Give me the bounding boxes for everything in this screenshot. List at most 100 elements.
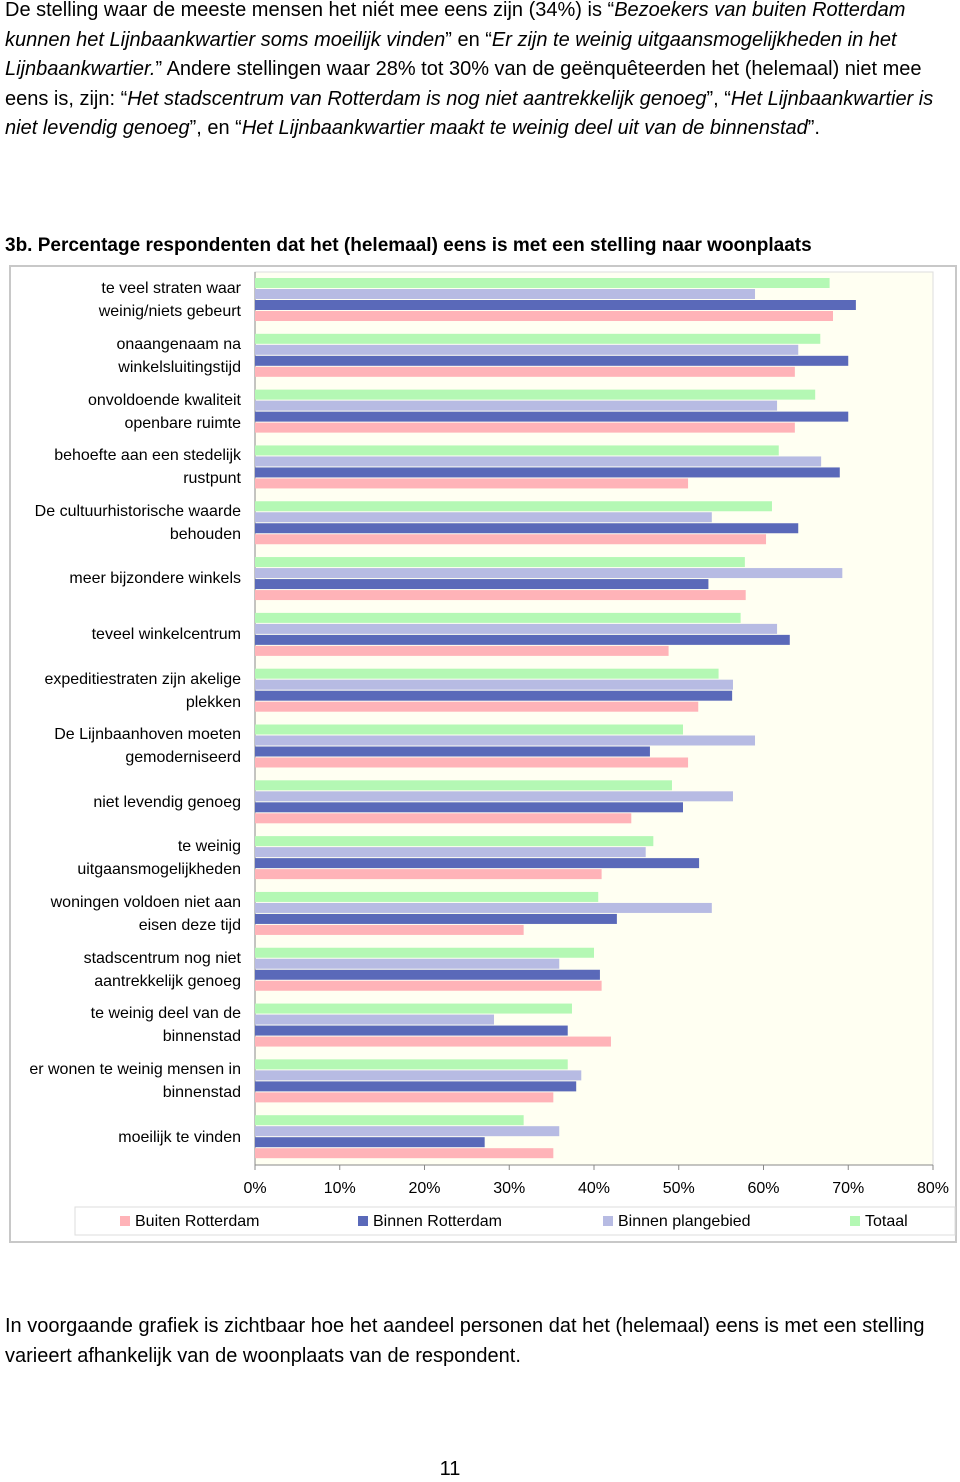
bar [255, 724, 683, 735]
bar [255, 668, 719, 679]
bar [255, 1148, 554, 1159]
intro-segment: Het Lijnbaankwartier maakt te weinig dee… [241, 117, 808, 139]
intro-segment: Het Lijnbaankwartier is niet levendig ge… [5, 87, 934, 140]
bar [255, 913, 617, 924]
bar [255, 512, 712, 523]
bar [255, 690, 733, 701]
bar [255, 366, 795, 377]
intro-segment: De stelling waar de meeste mensen het ni… [5, 0, 615, 21]
bar [255, 1003, 572, 1014]
category-label: moeilijk te vinden [118, 1128, 241, 1146]
bar [255, 422, 795, 433]
category-label: De Lijnbaanhoven moeten gemoderniseerd [54, 726, 241, 767]
bar [255, 534, 767, 545]
bar [255, 645, 669, 656]
chart-title: 3b. Percentage respondenten dat het (hel… [5, 235, 812, 256]
bar [255, 791, 733, 802]
x-tick-label: 40% [578, 1180, 610, 1197]
intro-segment: ” en “ [445, 28, 492, 51]
bar [255, 344, 799, 355]
intro-segment: ”, “ [706, 87, 731, 110]
bar [255, 333, 821, 344]
bar [255, 456, 822, 467]
intro-segment: Er zijn te weinig uitgaansmogelijkheden … [5, 28, 897, 81]
bar [255, 735, 756, 746]
bar [255, 836, 654, 847]
legend-label: Totaal [865, 1213, 908, 1230]
x-tick-label: 10% [324, 1180, 356, 1197]
bar [255, 1115, 524, 1126]
legend-label: Binnen Rotterdam [373, 1213, 502, 1230]
x-tick-label: 0% [243, 1180, 266, 1197]
category-label: teveel winkelcentrum [91, 626, 241, 644]
x-tick-label: 60% [747, 1180, 779, 1197]
legend-label: Binnen plangebied [618, 1213, 751, 1230]
bar [255, 612, 741, 623]
x-tick-label: 30% [493, 1180, 525, 1197]
chart: 0% 10% 20% 30% 40% 50% 60% 70% 80% Buiten Rotterd… [9, 265, 957, 1243]
bar [255, 389, 816, 400]
bar [255, 891, 599, 902]
intro-paragraph: De stelling waar de meeste mensen het ni… [5, 0, 950, 144]
legend-box [74, 1206, 956, 1236]
bar [255, 579, 709, 590]
x-tick-label: 70% [832, 1180, 864, 1197]
bar [255, 746, 650, 757]
category-label: onaangenaam na winkelsluitingstijd [116, 335, 241, 376]
intro-segment: Bezoekers van buiten Rotterdam kunnen he… [5, 0, 906, 51]
bar [255, 958, 560, 969]
intro-segment: Het stadscentrum van Rotterdam is nog ni… [127, 87, 707, 110]
category-label: onvoldoende kwaliteit openbare ruimte [88, 391, 241, 432]
bar [255, 557, 745, 568]
outro-paragraph: In voorgaande grafiek is zichtbaar hoe h… [5, 1315, 925, 1367]
category-label: meer bijzondere winkels [69, 570, 241, 588]
bar [255, 278, 830, 288]
bar [255, 445, 779, 456]
bar [255, 1081, 577, 1092]
intro-segment: ”. [807, 117, 820, 139]
x-tick-label: 50% [663, 1180, 695, 1197]
category-label: te veel straten waar weinig/niets gebeur… [98, 279, 241, 320]
category-label: behoefte aan een stedelijk rustpunt [54, 447, 241, 488]
legend-swatch [850, 1216, 860, 1226]
bar [255, 969, 600, 980]
bar [255, 924, 524, 935]
bar [255, 1014, 494, 1025]
bar [255, 400, 778, 411]
page-number: 11 [439, 1458, 461, 1480]
bar [255, 679, 733, 690]
bar [255, 858, 700, 869]
bar [255, 947, 594, 958]
bar [255, 590, 746, 601]
category-label: niet levendig genoeg [93, 793, 241, 811]
legend-swatch [603, 1216, 613, 1226]
category-label: expeditiestraten zijn akelige plekken [44, 670, 241, 711]
legend-label: Buiten Rotterdam [135, 1213, 260, 1230]
bar [255, 1070, 582, 1081]
category-label: stadscentrum nog niet aantrekkelijk geno… [83, 949, 241, 990]
bar [255, 802, 683, 813]
bar [255, 568, 843, 579]
bar [255, 902, 712, 913]
category-label: te weinig uitgaansmogelijkheden [77, 838, 241, 879]
bar [255, 1025, 568, 1036]
bar [255, 623, 778, 634]
legend-swatch [120, 1216, 130, 1226]
x-tick-label: 80% [917, 1180, 949, 1197]
bar [255, 1092, 554, 1103]
bar [255, 467, 840, 478]
intro-segment: ”, en “ [189, 117, 242, 139]
x-tick-label: 20% [408, 1180, 440, 1197]
bar [255, 847, 646, 858]
bar [255, 1137, 485, 1148]
bar [255, 1036, 611, 1047]
bar [255, 300, 856, 310]
category-label: De cultuurhistorische waarde behouden [34, 503, 241, 544]
bar [255, 1059, 568, 1070]
bar [255, 289, 756, 299]
bar [255, 523, 799, 534]
category-label: woningen voldoen niet aan eisen deze tij… [50, 893, 241, 934]
bar [255, 869, 602, 880]
bar [255, 813, 632, 824]
